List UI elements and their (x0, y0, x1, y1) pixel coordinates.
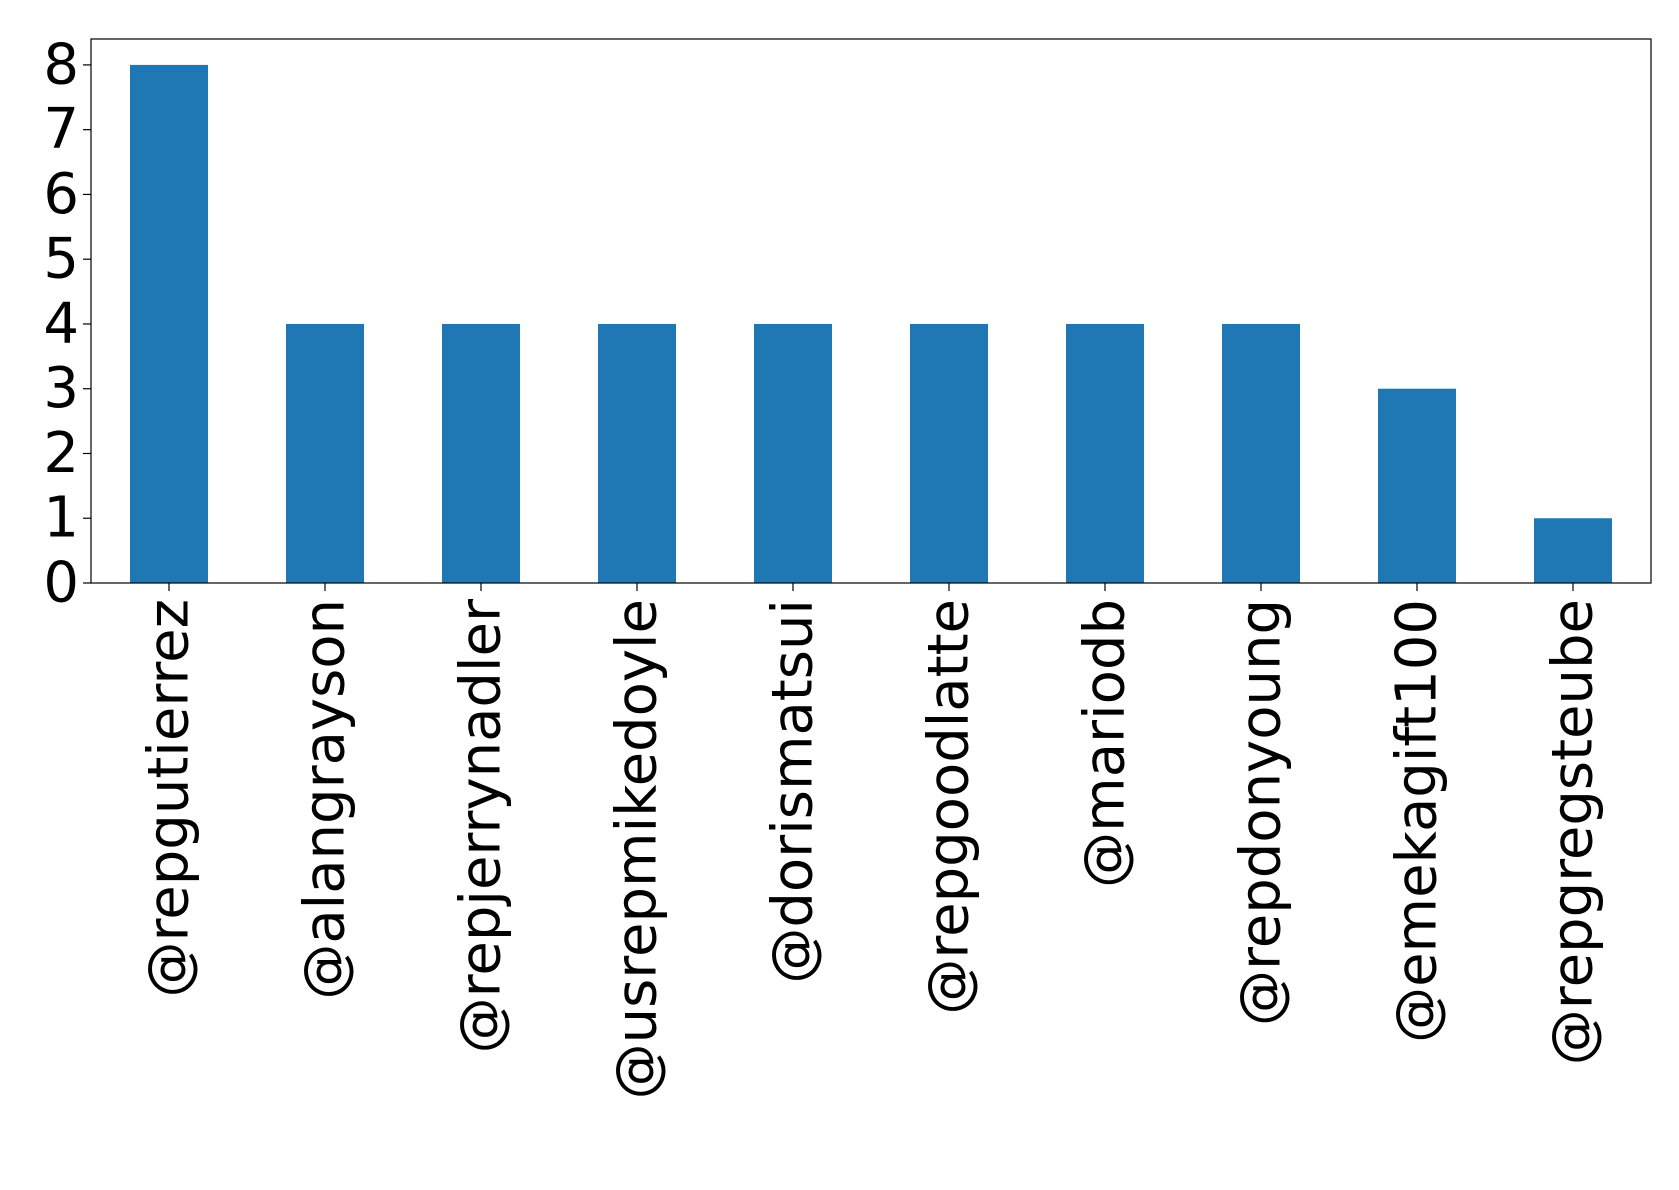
x-tick-label: @repgoodlatte (917, 599, 982, 1015)
y-tick-label: 7 (43, 97, 79, 162)
x-tick-label: @usrepmikedoyle (605, 599, 670, 1099)
plot-frame (90, 38, 1652, 584)
y-tick-label: 1 (43, 486, 79, 551)
bar-alangrayson (286, 323, 364, 583)
bar-repjerrynadler (442, 323, 520, 583)
bar-usrepmikedoyle (598, 323, 676, 583)
bar-repgoodlatte (910, 323, 988, 583)
bar-emekagift100 (1378, 388, 1456, 583)
bars-group (130, 64, 1612, 583)
x-tick-label: @repgutierrez (137, 599, 202, 997)
x-tick-label: @repgregsteube (1541, 599, 1606, 1065)
x-tick-label: @mariodb (1073, 599, 1138, 888)
y-tick-label: 0 (43, 551, 79, 616)
x-tick-label: @repjerrynadler (449, 598, 514, 1053)
y-tick-label: 5 (43, 227, 79, 292)
y-tick-label: 3 (43, 356, 79, 421)
bar-repdonyoung (1222, 323, 1300, 583)
x-tick-label: @repdonyoung (1229, 599, 1294, 1026)
x-axis: @repgutierrez @alangrayson @repjerrynadler… (137, 583, 1606, 1099)
y-tick-label: 2 (43, 421, 79, 486)
x-tick-label: @alangrayson (293, 599, 358, 1000)
x-tick-label: @emekagift100 (1385, 599, 1450, 1043)
y-tick-label: 6 (43, 162, 79, 227)
bar-dorismatsui (754, 323, 832, 583)
y-tick-label: 8 (43, 32, 79, 97)
y-tick-label: 4 (43, 291, 79, 356)
bar-repgutierrez (130, 64, 208, 583)
bar-mariodb (1066, 323, 1144, 583)
x-tick-label: @dorismatsui (761, 599, 826, 984)
bar-repgregsteube (1534, 518, 1612, 583)
